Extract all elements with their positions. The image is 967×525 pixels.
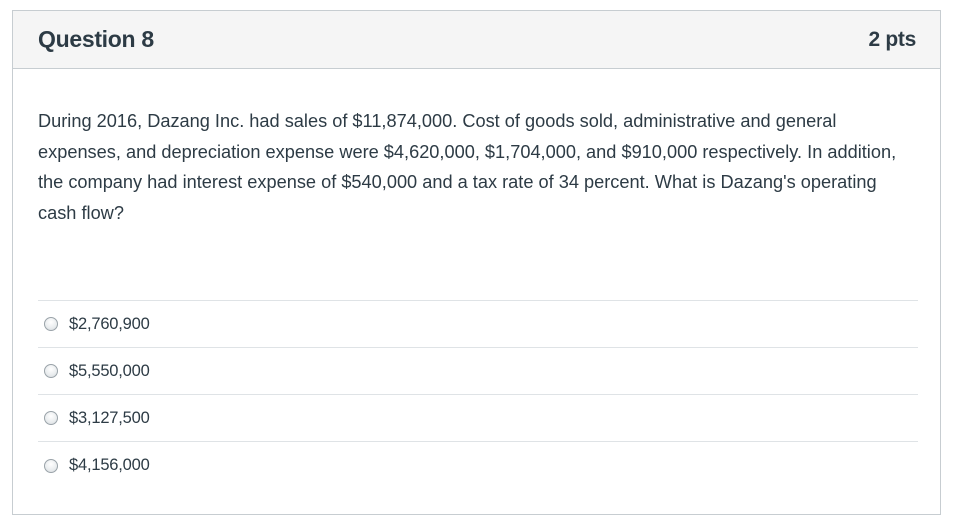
answer-list: $2,760,900 $5,550,000 $3,127,500 $4,156,… — [38, 300, 918, 489]
answer-option-2[interactable]: $5,550,000 — [38, 348, 918, 395]
question-title: Question 8 — [38, 26, 154, 52]
question-header: Question 8 2 pts — [13, 11, 940, 69]
answer-option-1[interactable]: $2,760,900 — [38, 301, 918, 348]
radio-button[interactable] — [44, 317, 58, 331]
answer-label: $4,156,000 — [69, 456, 150, 474]
answer-label: $3,127,500 — [69, 408, 150, 427]
answer-label: $5,550,000 — [69, 361, 150, 380]
question-card: Question 8 2 pts During 2016, Dazang Inc… — [12, 10, 941, 515]
radio-button[interactable] — [44, 364, 58, 378]
radio-button[interactable] — [44, 411, 58, 425]
radio-button[interactable] — [44, 458, 58, 473]
question-points: 2 pts — [868, 27, 916, 51]
answer-label: $2,760,900 — [69, 314, 150, 333]
answer-option-4[interactable]: $4,156,000 — [38, 442, 918, 489]
answer-option-3[interactable]: $3,127,500 — [38, 395, 918, 442]
question-text: During 2016, Dazang Inc. had sales of $1… — [38, 111, 897, 223]
